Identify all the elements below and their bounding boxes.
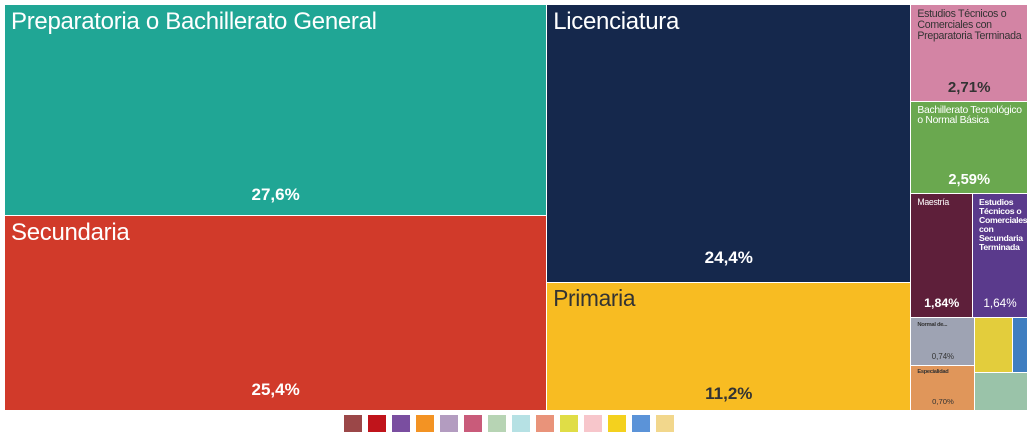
cell-label: Maestría — [917, 196, 949, 207]
value-label: 0,74% — [931, 351, 955, 361]
legend-swatch — [560, 415, 578, 432]
legend-swatch — [488, 415, 506, 432]
legend-swatch — [368, 415, 386, 432]
legend-swatch — [632, 415, 650, 432]
value-label: 2,71% — [947, 78, 991, 96]
treemap-cell: Licenciatura 24,4% — [547, 5, 911, 283]
legend-swatch — [536, 415, 554, 432]
legend-swatch — [440, 415, 458, 432]
value-label: 25,4% — [251, 380, 300, 400]
treemap-cell: Estudios Técnicos o Comerciales con Prep… — [911, 5, 1027, 101]
treemap-cell: Bachillerato Tecnológico o Normal Básica… — [911, 101, 1027, 193]
treemap-cell: Preparatoria o Bachillerato General 27,6% — [5, 5, 547, 216]
cell-label: Especialidad — [917, 368, 949, 375]
cell-label: Estudios Técnicos o Comerciales con Secu… — [979, 196, 1027, 253]
legend-swatch — [656, 415, 674, 432]
value-label: 27,6% — [251, 184, 300, 204]
legend-swatch — [392, 415, 410, 432]
cell-label: Primaria — [553, 285, 636, 312]
treemap-cell: Estudios Técnicos o Comerciales con Secu… — [973, 193, 1027, 317]
cell-label: Estudios Técnicos o Comerciales con Prep… — [917, 8, 1022, 43]
cell-label: Preparatoria o Bachillerato General — [11, 8, 377, 35]
cell-label: Licenciatura — [553, 8, 679, 35]
treemap-cell — [975, 373, 1027, 410]
legend-swatch — [608, 415, 626, 432]
legend-swatch — [584, 415, 602, 432]
treemap-cell: Especialidad 0,70% — [911, 365, 975, 410]
value-label: 11,2% — [705, 383, 753, 403]
treemap-cell: Secundaria 25,4% — [5, 216, 547, 410]
cell-label: Secundaria — [11, 219, 130, 247]
legend-swatch — [416, 415, 434, 432]
legend-swatch — [344, 415, 362, 432]
cell-label: Normal de... — [917, 321, 948, 328]
value-label: 24,4% — [704, 248, 753, 268]
legend-swatch — [464, 415, 482, 432]
value-label: 2,59% — [948, 172, 991, 189]
treemap-cell: Maestría 1,84% — [911, 193, 973, 317]
value-label: 1,84% — [924, 296, 960, 311]
treemap-cell: Primaria 11,2% — [547, 283, 911, 410]
treemap-cell — [1012, 317, 1027, 373]
legend-swatch — [512, 415, 530, 432]
cell-label: Bachillerato Tecnológico o Normal Básica — [917, 104, 1022, 127]
value-label: 1,64% — [983, 297, 1017, 311]
value-label: 0,70% — [932, 396, 954, 406]
treemap-cell — [975, 317, 1012, 373]
treemap-cell: Normal de... 0,74% — [911, 317, 975, 365]
